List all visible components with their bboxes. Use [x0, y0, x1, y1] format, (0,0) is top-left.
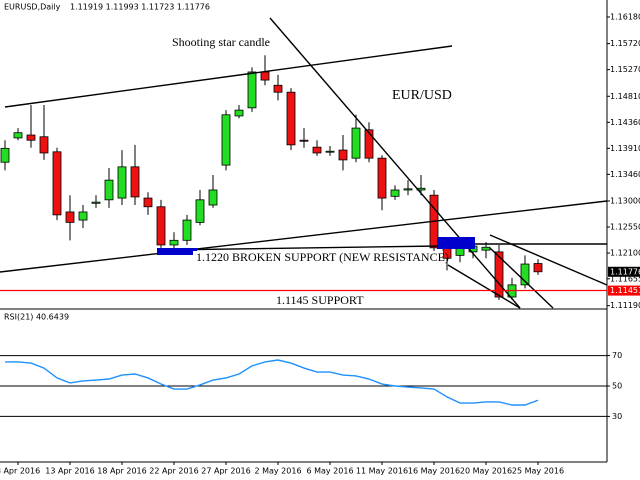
candle-body: [156, 206, 166, 246]
y-tick-label: 1.12550: [610, 223, 640, 232]
candle-body: [130, 166, 140, 198]
y-tick-label: 1.11190: [610, 301, 640, 310]
candle-body: [260, 71, 270, 81]
y-tick-label: 1.11655: [610, 274, 640, 283]
trend-line: [489, 247, 554, 309]
annotation-bg: [272, 294, 372, 308]
y-tick-label: 50: [612, 382, 622, 391]
x-tick-label: 13 Apr 2016: [45, 467, 94, 476]
y-tick-label: 1.12100: [610, 249, 640, 258]
y-tick-label: 1.16180: [610, 13, 640, 22]
candle-body: [247, 71, 257, 109]
candle-body: [481, 246, 491, 251]
candle-body: [169, 239, 179, 246]
annotation: 1.1145 SUPPORT: [276, 293, 364, 307]
x-tick-label: 2 May 2016: [254, 467, 301, 476]
price-tag-label: 1.11451: [610, 286, 640, 295]
x-tick-label: 18 Apr 2016: [97, 467, 146, 476]
x-tick-label: 6 May 2016: [306, 467, 353, 476]
annotation: Shooting star candle: [172, 35, 270, 49]
candle-body: [338, 149, 348, 161]
zone-box: [437, 237, 475, 249]
trend-line: [159, 245, 441, 251]
candle-body: [26, 134, 36, 141]
x-tick-label: 11 May 2016: [356, 467, 408, 476]
candle-body: [377, 157, 387, 199]
x-tick-label: 25 May 2016: [512, 467, 564, 476]
candle-body: [104, 179, 114, 201]
x-tick-label: 16 May 2016: [408, 467, 460, 476]
y-tick-label: 1.13000: [610, 196, 640, 205]
candle-body: [208, 189, 218, 206]
y-tick-label: 1.15720: [610, 39, 640, 48]
candle-body: [13, 132, 23, 139]
candle-body: [65, 211, 75, 223]
y-tick-label: 1.13910: [610, 144, 640, 153]
candle-body: [325, 150, 335, 153]
annotation-bg: [193, 251, 443, 265]
candle-body: [78, 211, 88, 221]
candle-body: [0, 147, 10, 163]
price-tag-label: 1.11776: [610, 267, 640, 276]
annotation: EUR/USD: [392, 88, 452, 103]
price-tag: [608, 266, 640, 277]
candle-body: [117, 166, 127, 199]
trend-line: [269, 17, 521, 309]
indicator-line: [5, 359, 539, 406]
candle-body: [312, 146, 322, 154]
candle-body: [195, 199, 205, 223]
x-tick-label: 27 Apr 2016: [201, 467, 250, 476]
chart-title: EURUSD,Daily: [4, 3, 61, 12]
candle-body: [182, 219, 192, 241]
candle-body: [143, 197, 153, 208]
y-tick-label: 30: [612, 412, 622, 421]
candle-body: [403, 188, 413, 191]
plot-layer: 1.16180 1.15720 1.15270 1.14810 1.14360 1.139…: [0, 13, 640, 476]
x-tick-label: 20 May 2016: [460, 467, 512, 476]
candle-body: [494, 251, 504, 298]
candle-body: [520, 263, 530, 286]
y-tick-label: 1.14810: [610, 92, 640, 101]
zone-box: [157, 248, 197, 255]
candle-body: [52, 151, 62, 216]
annotation: 1.1220 BROKEN SUPPORT (NEW RESISTANCE): [196, 250, 449, 264]
price-tag: [608, 285, 640, 296]
candle-body: [273, 84, 283, 93]
y-tick-label: 1.14360: [610, 118, 640, 127]
candle-body: [299, 139, 309, 142]
candle-body: [286, 91, 296, 146]
x-tick-label: 22 Apr 2016: [149, 467, 198, 476]
candle-body: [39, 136, 49, 154]
candle-body: [91, 201, 101, 204]
candle-body: [364, 129, 374, 159]
candle-body: [390, 189, 400, 197]
candle-body: [351, 127, 361, 159]
ohlc-header: 1.11919 1.11993 1.11723 1.11776: [70, 3, 210, 12]
trend-line: [4, 45, 453, 108]
indicator-title: RSI(21) 40.6439: [4, 313, 69, 322]
y-tick-label: 1.15270: [610, 65, 640, 74]
y-tick-label: 70: [612, 351, 622, 360]
candle-body: [234, 109, 244, 117]
candle-body: [533, 263, 543, 273]
y-tick-label: 1.13460: [610, 170, 640, 179]
trend-line: [447, 264, 521, 309]
trend-line: [0, 200, 608, 273]
candle-body: [221, 114, 231, 166]
x-tick-label: 8 Apr 2016: [0, 467, 40, 476]
